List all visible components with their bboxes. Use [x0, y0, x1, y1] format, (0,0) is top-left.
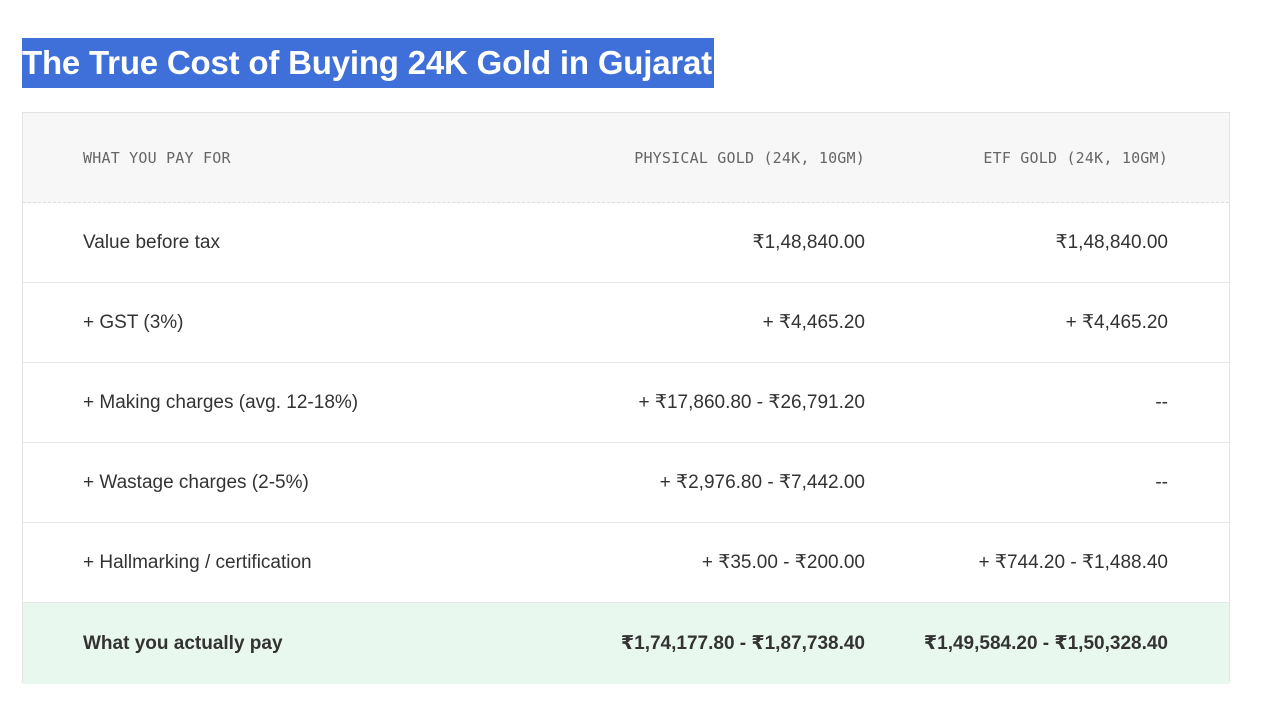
table-row: + Hallmarking / certification + ₹35.00 -… [23, 523, 1229, 603]
row-label: + Wastage charges (2-5%) [83, 471, 309, 493]
table-row: + GST (3%) + ₹4,465.20 + ₹4,465.20 [23, 283, 1229, 363]
etf-gold-value: ₹1,48,840.00 [1055, 232, 1168, 253]
total-label: What you actually pay [83, 632, 283, 654]
physical-gold-value: ₹1,48,840.00 [752, 232, 865, 253]
table-total-row: What you actually pay ₹1,74,177.80 - ₹1,… [23, 603, 1229, 684]
etf-gold-value: -- [1155, 471, 1168, 493]
header-physical-gold: PHYSICAL GOLD (24K, 10GM) [634, 148, 865, 167]
page-title[interactable]: The True Cost of Buying 24K Gold in Guja… [22, 38, 714, 88]
etf-gold-total: ₹1,49,584.20 - ₹1,50,328.40 [923, 633, 1168, 654]
row-label: + Hallmarking / certification [83, 551, 312, 573]
title-wrap: The True Cost of Buying 24K Gold in Guja… [22, 38, 714, 88]
cost-comparison-table: WHAT YOU PAY FOR PHYSICAL GOLD (24K, 10G… [22, 112, 1230, 684]
row-label: + Making charges (avg. 12-18%) [83, 391, 359, 413]
physical-gold-value: + ₹17,860.80 - ₹26,791.20 [638, 392, 866, 413]
table-header-row: WHAT YOU PAY FOR PHYSICAL GOLD (24K, 10G… [23, 113, 1229, 203]
table-row: + Making charges (avg. 12-18%) + ₹17,860… [23, 363, 1229, 443]
physical-gold-value: + ₹35.00 - ₹200.00 [701, 552, 865, 573]
header-etf-gold: ETF GOLD (24K, 10GM) [983, 148, 1168, 167]
header-what-you-pay-for: WHAT YOU PAY FOR [83, 148, 231, 167]
row-label: Value before tax [83, 231, 220, 253]
row-label: + GST (3%) [83, 311, 184, 333]
physical-gold-total: ₹1,74,177.80 - ₹1,87,738.40 [620, 633, 865, 654]
etf-gold-value: + ₹4,465.20 [1065, 312, 1168, 333]
etf-gold-value: + ₹744.20 - ₹1,488.40 [978, 552, 1168, 573]
table-row: Value before tax ₹1,48,840.00 ₹1,48,840.… [23, 203, 1229, 283]
etf-gold-value: -- [1155, 391, 1168, 413]
physical-gold-value: + ₹4,465.20 [762, 312, 865, 333]
physical-gold-value: + ₹2,976.80 - ₹7,442.00 [659, 472, 865, 493]
table-row: + Wastage charges (2-5%) + ₹2,976.80 - ₹… [23, 443, 1229, 523]
